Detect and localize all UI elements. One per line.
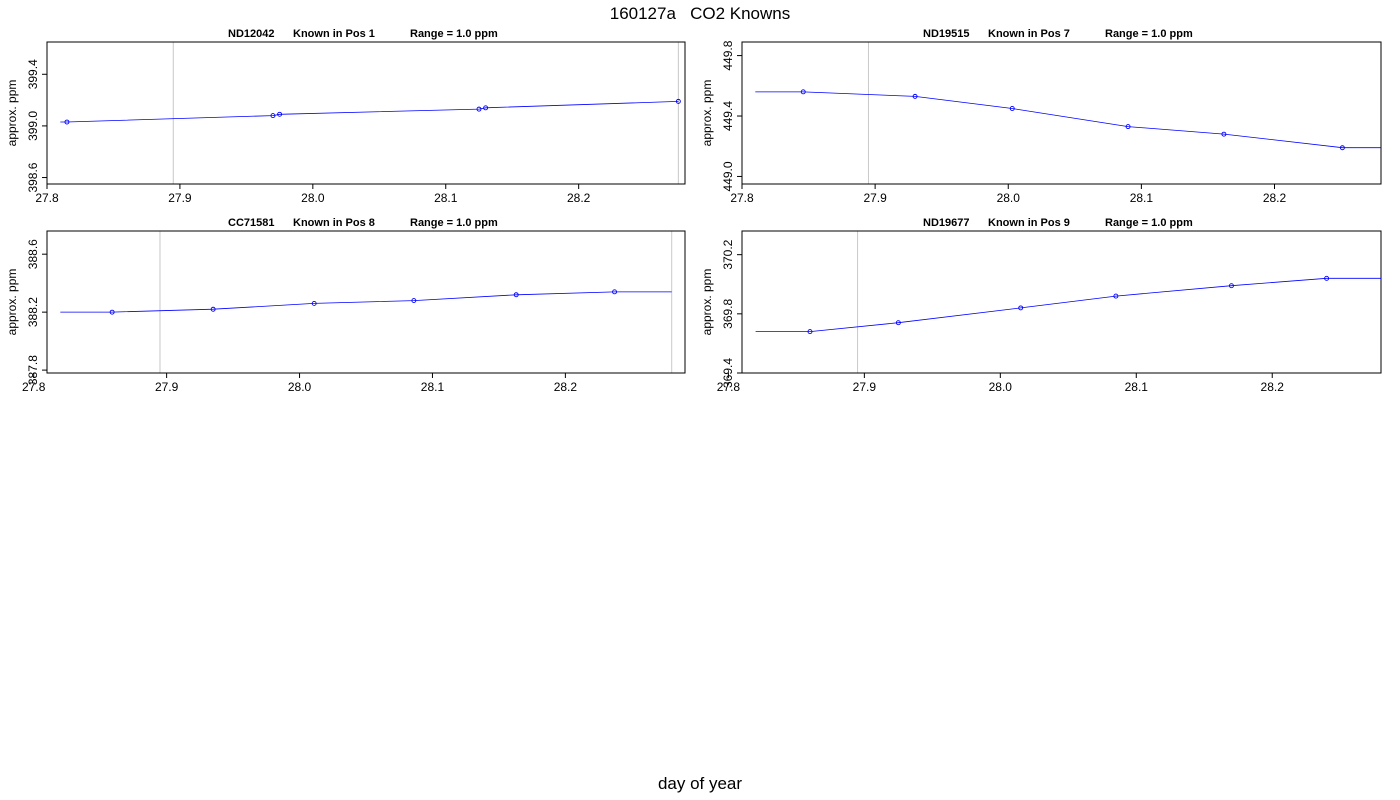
chart-1-title-part: ND12042 (228, 28, 274, 40)
chart-1-series-line (60, 101, 679, 123)
chart-2-data-point (800, 89, 806, 95)
chart-3-y-tick-label: 388.2 (26, 297, 40, 327)
chart-3-title-part: CC71581 (228, 217, 274, 229)
chart-3-x-tick-label: 28.2 (554, 380, 578, 394)
chart-3-plot-frame (46, 230, 686, 374)
chart-2-y-tick-label: 449.4 (721, 101, 735, 131)
chart-2-x-tick-label: 27.8 (730, 191, 754, 205)
chart-2-x-tick-label: 27.9 (863, 191, 887, 205)
chart-3-series-line (60, 291, 672, 313)
chart-4-plot-frame (741, 230, 1382, 374)
chart-3-title: CC71581 Known in Pos 8 Range = 1.0 ppm (228, 217, 498, 229)
chart-3-data-point (210, 306, 216, 312)
chart-4-x-tick-label: 28.1 (1125, 380, 1149, 394)
chart-4-data-point (1018, 305, 1024, 311)
chart-4-y-axis-label: approx. ppm (700, 269, 714, 336)
chart-4-data-point (1228, 283, 1234, 289)
chart-3-x-tick-label: 28.1 (421, 380, 445, 394)
chart-title: 160127a CO2 Knowns (609, 4, 791, 23)
chart-1-y-tick-label: 399.4 (26, 59, 40, 89)
chart-4-y-tick-label: 370.2 (721, 239, 735, 269)
chart-3-y-tick-label: 387.8 (26, 355, 40, 385)
chart-2-y-axis-label: approx. ppm (700, 80, 714, 147)
x-axis-label: day of year (657, 774, 743, 793)
chart-3-y-axis-label: approx. ppm (5, 269, 19, 336)
chart-4-y-tick-label: 369.8 (721, 298, 735, 328)
chart-4-title-part: ND19677 (923, 217, 969, 229)
chart-1-title-part: Known in Pos 1 (293, 28, 375, 40)
chart-4-x-tick-label: 28.2 (1261, 380, 1285, 394)
chart-4-data-point (1324, 275, 1330, 281)
chart-2-data-point (1221, 131, 1227, 137)
chart-1-data-point (270, 113, 276, 119)
chart-1-x-tick-label: 28.1 (434, 191, 458, 205)
chart-2-data-point (912, 93, 918, 99)
chart-1-title-part: Range = 1.0 ppm (410, 28, 498, 40)
chart-4-series-line (755, 277, 1381, 333)
chart-4-title: ND19677 Known in Pos 9 Range = 1.0 ppm (923, 217, 1193, 229)
chart-4-data-point (1113, 293, 1119, 299)
chart-2-data-point (1339, 145, 1345, 151)
chart-2-x-tick-label: 28.0 (997, 191, 1021, 205)
chart-1-plot-frame (46, 41, 686, 185)
chart-2-title: ND19515 Known in Pos 7 Range = 1.0 ppm (923, 28, 1193, 40)
chart-3-data-point (612, 289, 618, 295)
chart-4-title-part: Range = 1.0 ppm (1105, 217, 1193, 229)
chart-3-title-part: Known in Pos 8 (293, 217, 375, 229)
chart-2-title-part: Known in Pos 7 (988, 28, 1070, 40)
chart-1-y-tick-label: 398.6 (26, 162, 40, 192)
chart-3-x-tick-label: 27.9 (155, 380, 179, 394)
chart-3-x-tick-label: 28.0 (288, 380, 312, 394)
chart-1-data-point (64, 119, 70, 125)
chart-4-y-tick-label: 369.4 (721, 358, 735, 388)
chart-1-x-tick-label: 27.8 (35, 191, 59, 205)
chart-1-data-point (675, 98, 681, 104)
chart-4-x-tick-label: 28.0 (989, 380, 1013, 394)
chart-2-plot-frame (741, 41, 1382, 185)
chart-2-series-line (755, 91, 1381, 149)
chart-4-x-tick-label: 27.8 (717, 380, 741, 394)
chart-4-x-tick-label: 27.9 (853, 380, 877, 394)
chart-3-data-point (513, 292, 519, 298)
chart-1-data-point (483, 105, 489, 111)
chart-3-data-point (109, 309, 115, 315)
chart-1-data-point (277, 111, 283, 117)
chart-1-y-axis-label: approx. ppm (5, 80, 19, 147)
chart-3-x-tick-label: 27.8 (22, 380, 46, 394)
chart-4-data-point (807, 329, 813, 335)
chart-1-data-point (476, 106, 482, 112)
chart-2-x-tick-label: 28.1 (1130, 191, 1154, 205)
chart-1-title: ND12042 Known in Pos 1 Range = 1.0 ppm (228, 28, 498, 40)
chart-3-data-point (311, 300, 317, 306)
chart-1-y-tick-label: 399.0 (26, 111, 40, 141)
chart-3-title-part: Range = 1.0 ppm (410, 217, 498, 229)
chart-2-y-tick-label: 449.8 (721, 40, 735, 70)
chart-1-x-tick-label: 28.2 (567, 191, 591, 205)
chart-3-data-point (411, 298, 417, 304)
chart-2-x-tick-label: 28.2 (1263, 191, 1287, 205)
chart-2-data-point (1125, 124, 1131, 130)
chart-2-title-part: ND19515 (923, 28, 969, 40)
chart-4-title-part: Known in Pos 9 (988, 217, 1070, 229)
chart-4-data-point (895, 320, 901, 326)
chart-2-data-point (1009, 106, 1015, 111)
chart-3-y-tick-label: 388.6 (26, 239, 40, 269)
chart-1-x-tick-label: 28.0 (301, 191, 325, 205)
chart-1-x-tick-label: 27.9 (168, 191, 192, 205)
chart-2-y-tick-label: 449.0 (721, 161, 735, 191)
chart-2-title-part: Range = 1.0 ppm (1105, 28, 1193, 40)
